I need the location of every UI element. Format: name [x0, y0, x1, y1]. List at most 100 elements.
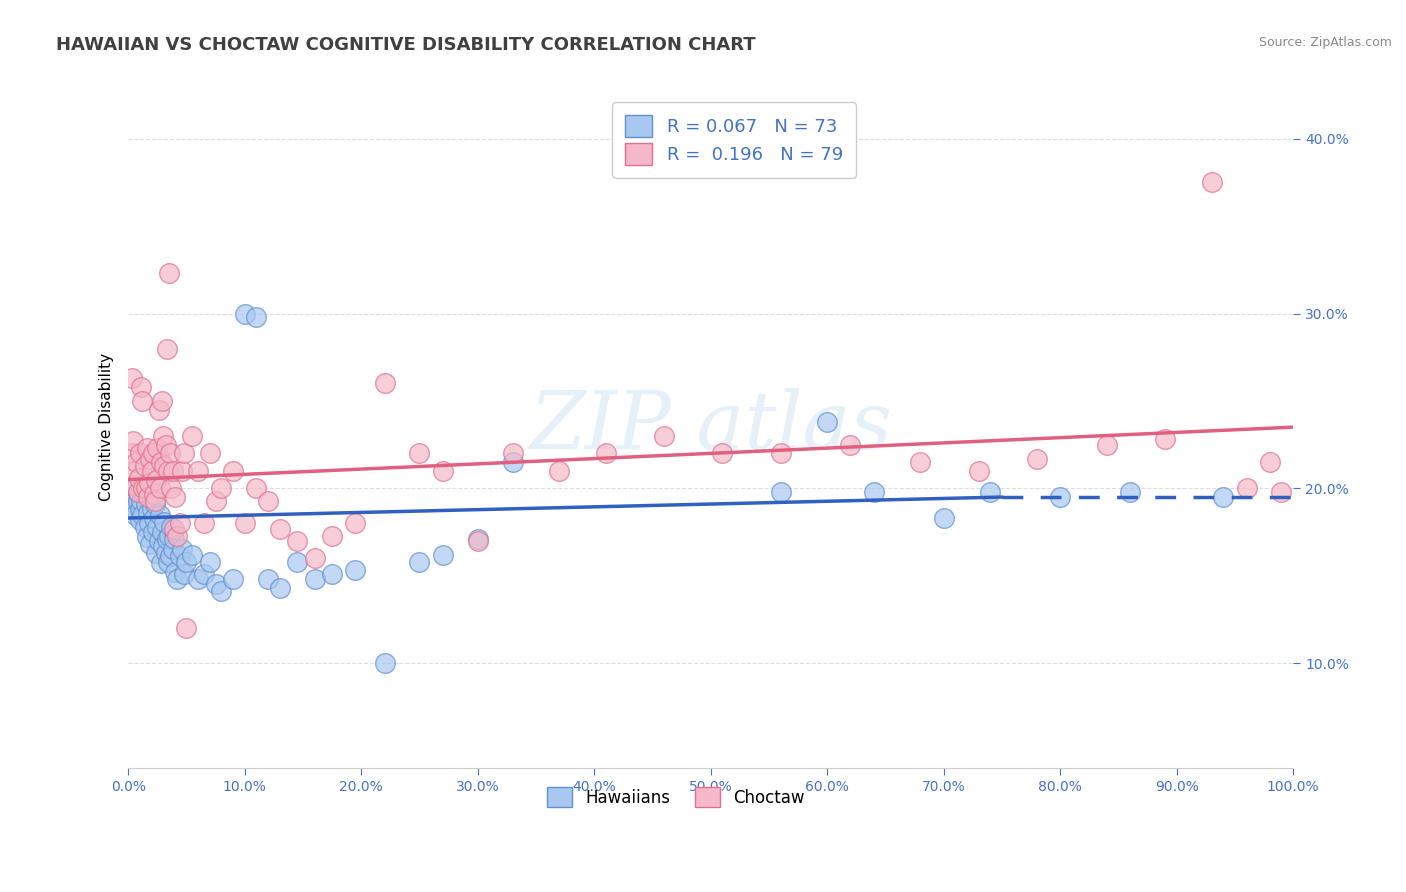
Point [138, 516, 160, 531]
Point [156, 342, 179, 356]
Point [321, 566, 343, 581]
Point [162, 542, 184, 557]
Point [233, 516, 256, 531]
Point [160, 520, 183, 534]
Point [129, 493, 152, 508]
Point [146, 441, 169, 455]
Point [142, 486, 165, 500]
Point [138, 476, 160, 491]
Point [304, 551, 326, 566]
Point [321, 528, 343, 542]
Point [120, 446, 142, 460]
Point [143, 493, 166, 508]
Point [156, 532, 179, 546]
Point [373, 376, 395, 391]
Point [769, 446, 792, 460]
Point [155, 437, 177, 451]
Point [198, 555, 221, 569]
Point [129, 380, 152, 394]
Point [145, 473, 167, 487]
Point [408, 446, 430, 460]
Point [139, 451, 162, 466]
Point [127, 484, 149, 499]
Point [173, 446, 195, 460]
Text: Source: ZipAtlas.com: Source: ZipAtlas.com [1258, 36, 1392, 49]
Point [432, 464, 454, 478]
Point [269, 522, 291, 536]
Point [373, 656, 395, 670]
Point [344, 516, 367, 531]
Point [127, 493, 149, 508]
Point [862, 484, 884, 499]
Point [139, 537, 162, 551]
Point [136, 490, 159, 504]
Point [153, 515, 176, 529]
Point [162, 464, 184, 478]
Point [257, 572, 280, 586]
Point [1154, 433, 1177, 447]
Point [157, 266, 180, 280]
Point [136, 506, 159, 520]
Point [128, 486, 150, 500]
Point [181, 548, 204, 562]
Point [502, 446, 524, 460]
Point [979, 484, 1001, 499]
Point [145, 546, 167, 560]
Point [166, 572, 188, 586]
Point [169, 549, 191, 564]
Point [209, 584, 232, 599]
Point [129, 513, 152, 527]
Point [198, 446, 221, 460]
Point [467, 532, 489, 546]
Point [124, 508, 146, 522]
Point [711, 446, 734, 460]
Point [135, 481, 157, 495]
Point [815, 415, 838, 429]
Point [222, 572, 245, 586]
Point [132, 481, 155, 495]
Point [122, 434, 145, 449]
Point [932, 511, 955, 525]
Point [209, 481, 232, 495]
Point [122, 478, 145, 492]
Point [193, 516, 215, 531]
Text: HAWAIIAN VS CHOCTAW COGNITIVE DISABILITY CORRELATION CHART: HAWAIIAN VS CHOCTAW COGNITIVE DISABILITY… [56, 36, 756, 54]
Point [1236, 481, 1258, 495]
Point [166, 528, 188, 542]
Point [1095, 437, 1118, 451]
Point [910, 455, 932, 469]
Point [153, 458, 176, 473]
Point [304, 572, 326, 586]
Point [245, 481, 267, 495]
Point [159, 446, 181, 460]
Point [131, 508, 153, 522]
Point [1258, 455, 1281, 469]
Point [120, 490, 142, 504]
Point [163, 565, 186, 579]
Point [141, 464, 163, 478]
Y-axis label: Cognitive Disability: Cognitive Disability [100, 353, 114, 501]
Point [149, 455, 172, 469]
Point [1119, 484, 1142, 499]
Point [135, 441, 157, 455]
Point [149, 557, 172, 571]
Point [163, 490, 186, 504]
Point [204, 577, 226, 591]
Legend: Hawaiians, Choctaw: Hawaiians, Choctaw [540, 780, 811, 814]
Point [187, 572, 209, 586]
Point [135, 497, 157, 511]
Point [135, 530, 157, 544]
Point [155, 546, 177, 560]
Point [839, 437, 862, 451]
Point [148, 402, 170, 417]
Point [134, 520, 156, 534]
Point [548, 464, 571, 478]
Point [269, 581, 291, 595]
Point [142, 511, 165, 525]
Point [121, 499, 143, 513]
Point [769, 484, 792, 499]
Point [156, 555, 179, 569]
Point [222, 464, 245, 478]
Point [134, 458, 156, 473]
Point [132, 484, 155, 499]
